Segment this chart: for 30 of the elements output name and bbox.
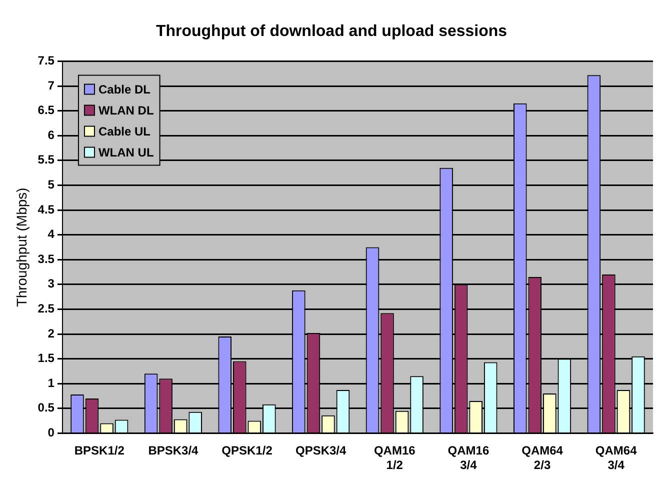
- legend-label: WLAN UL: [98, 146, 154, 160]
- y-tick-label: 1.5: [38, 351, 55, 366]
- y-tick-label: 0.5: [38, 400, 55, 415]
- y-tick-label: 6.5: [38, 103, 55, 118]
- y-tick-label: 2: [48, 326, 55, 340]
- y-tick-label: 6: [48, 128, 55, 142]
- y-tick-label: 5.5: [38, 152, 55, 167]
- y-tick-label: 3: [48, 276, 55, 291]
- y-tick-label: 7.5: [38, 54, 55, 68]
- x-tick-label: BPSK3/4: [148, 444, 199, 458]
- x-tick-label: QAM64 2/3: [522, 444, 564, 472]
- y-tick-label: 4.5: [38, 202, 55, 216]
- x-tick-label: BPSK1/2: [74, 444, 125, 458]
- y-axis-title: Throughput (Mbps): [13, 188, 30, 307]
- x-tick-label: QPSK3/4: [295, 444, 346, 458]
- y-tick-label: 2.5: [38, 302, 55, 316]
- y-tick-label: 7: [48, 78, 55, 92]
- y-tick-label: 4: [48, 227, 55, 242]
- x-tick-label: QAM16 1/2: [374, 444, 416, 472]
- legend-label: WLAN DL: [98, 104, 154, 118]
- y-tick-label: 0: [48, 426, 55, 440]
- x-tick-label: QAM64 3/4: [595, 444, 638, 472]
- chart-title: Throughput of download and upload sessions: [156, 23, 508, 40]
- x-tick-label: QPSK1/2: [222, 444, 273, 458]
- x-tick-label: QAM16 3/4: [448, 444, 490, 472]
- y-tick-label: 5: [48, 178, 55, 192]
- y-tick-label: 3.5: [38, 252, 55, 266]
- legend-label: Cable UL: [98, 124, 150, 139]
- y-tick-label: 1: [48, 376, 55, 390]
- legend-label: Cable DL: [98, 82, 150, 97]
